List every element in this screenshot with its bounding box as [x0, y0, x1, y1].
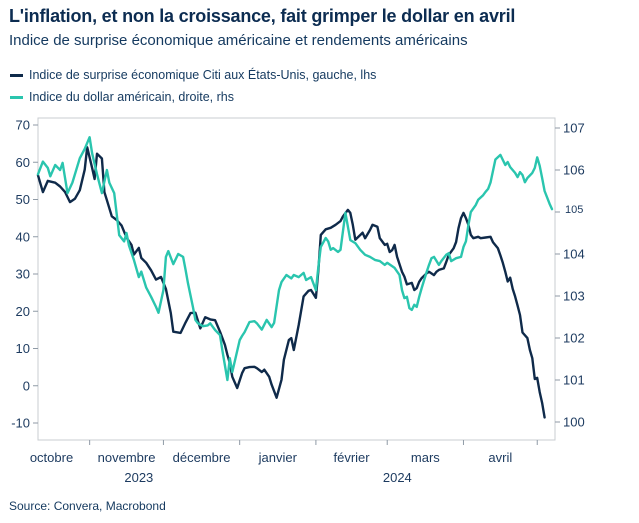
left-axis-tick-label: 30 [16, 267, 30, 282]
left-axis-tick-label: 40 [16, 229, 30, 244]
x-axis-year-label: 2023 [124, 470, 153, 485]
right-axis-tick-label: 102 [563, 331, 585, 346]
x-axis-month-label: mars [411, 450, 440, 465]
right-axis-tick-label: 106 [563, 163, 585, 178]
left-axis-tick-label: 60 [16, 155, 30, 170]
x-axis-month-label: octobre [30, 450, 73, 465]
left-axis-tick-label: -10 [11, 416, 30, 431]
x-axis-month-label: novembre [98, 450, 156, 465]
legend: Indice de surprise économique Citi aux É… [10, 64, 376, 108]
navy-line-swatch-icon [10, 73, 23, 77]
series-line-dollar-index [36, 136, 554, 382]
teal-line-swatch-icon [10, 95, 23, 99]
left-axis-tick-label: 10 [16, 341, 30, 356]
right-axis-tick-label: 101 [563, 373, 585, 388]
left-axis-tick-label: 20 [16, 304, 30, 319]
right-axis-tick-label: 100 [563, 415, 585, 430]
x-axis-year-label: 2024 [383, 470, 412, 485]
left-axis-tick-label: 70 [16, 118, 30, 133]
left-axis-tick-label: 0 [23, 378, 30, 393]
legend-item-citi-surprise: Indice de surprise économique Citi aux É… [10, 64, 376, 86]
x-axis-month-label: février [334, 450, 371, 465]
legend-label-citi-surprise: Indice de surprise économique Citi aux É… [29, 68, 377, 82]
chart-subtitle: Indice de surprise économique américaine… [9, 32, 468, 49]
right-axis-current-value-label: 105 [565, 204, 583, 216]
legend-item-dollar-index: Indice du dollar américain, droite, rhs [10, 86, 376, 108]
x-axis-month-label: décembre [173, 450, 231, 465]
left-axis-tick-label: 50 [16, 192, 30, 207]
legend-label-dollar-index: Indice du dollar américain, droite, rhs [29, 90, 234, 104]
chart-title: L'inflation, et non la croissance, fait … [9, 6, 516, 26]
right-axis-tick-label: 107 [563, 121, 585, 136]
source-note: Source: Convera, Macrobond [9, 499, 166, 513]
x-axis-month-label: janvier [258, 450, 298, 465]
right-axis-tick-label: 104 [563, 247, 585, 262]
series-line-citi-surprise [36, 146, 546, 419]
x-axis-month-label: avril [488, 450, 512, 465]
right-axis-tick-label: 103 [563, 289, 585, 304]
plot-frame [37, 117, 556, 441]
